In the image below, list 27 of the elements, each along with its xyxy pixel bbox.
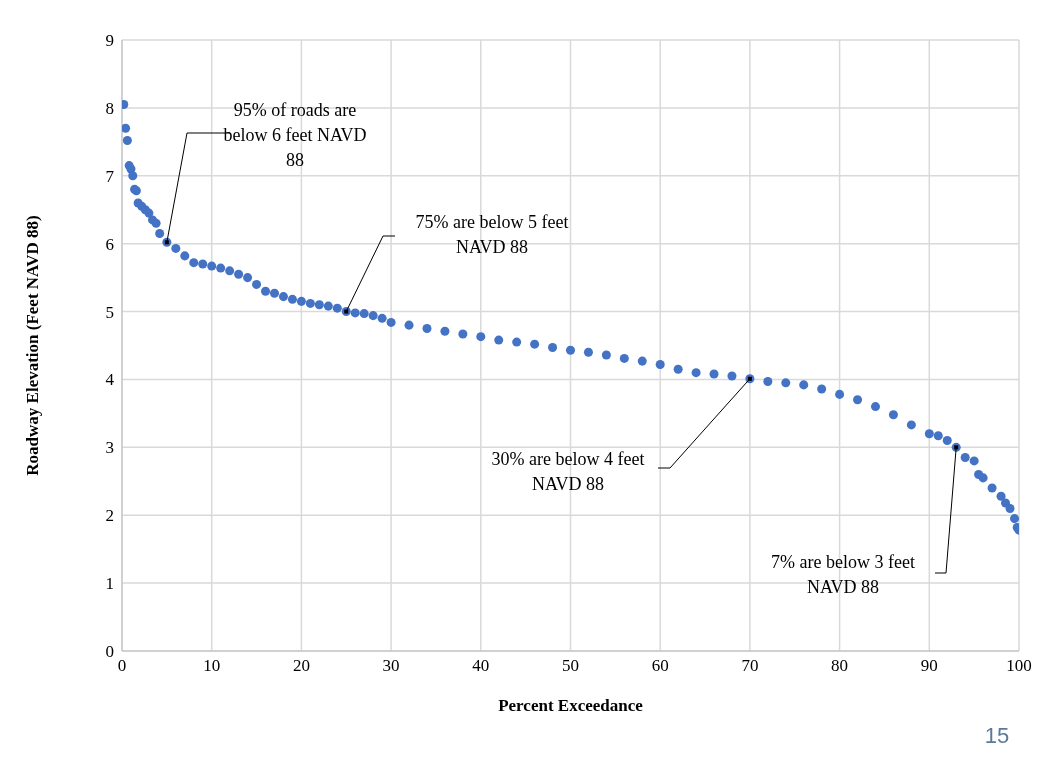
y-tick-label: 7 [105, 166, 115, 186]
x-tick-label: 50 [562, 656, 579, 676]
x-axis-title: Percent Exceedance [498, 696, 644, 715]
y-tick-label: 0 [105, 642, 114, 662]
y-tick-label: 4 [105, 370, 115, 390]
x-tick-label: 90 [920, 656, 938, 676]
y-tick-label: 5 [105, 302, 114, 322]
x-tick-label: 30 [382, 656, 400, 676]
text: 15 [984, 723, 1010, 748]
y-tick-label: 8 [105, 98, 114, 118]
annotation: 95% of roads are below 6 feet NAVD 88 [223, 100, 367, 170]
annotation: 7% are below 3 feet NAVD 88 [771, 552, 915, 597]
x-tick-label: 80 [831, 656, 849, 676]
annotation: 75% are below 5 feet NAVD 88 [415, 212, 569, 257]
x-tick-label: 10 [203, 656, 221, 676]
y-tick-label: 2 [105, 506, 114, 526]
x-tick-label: 40 [472, 656, 490, 676]
x-tick-label: 60 [651, 656, 669, 676]
y-axis-title: Roadway Elevation (Feet NAVD 88) [23, 215, 43, 476]
x-tick-label: 100 [1006, 656, 1032, 676]
y-tick-label: 1 [105, 574, 114, 594]
x-tick-label: 70 [741, 656, 759, 676]
annotation: 30% are below 4 feet NAVD 88 [491, 449, 645, 494]
y-tick-label: 9 [105, 31, 114, 51]
y-tick-label: 3 [105, 438, 114, 458]
x-tick-label: 20 [292, 656, 310, 676]
y-tick-label: 6 [105, 234, 114, 254]
